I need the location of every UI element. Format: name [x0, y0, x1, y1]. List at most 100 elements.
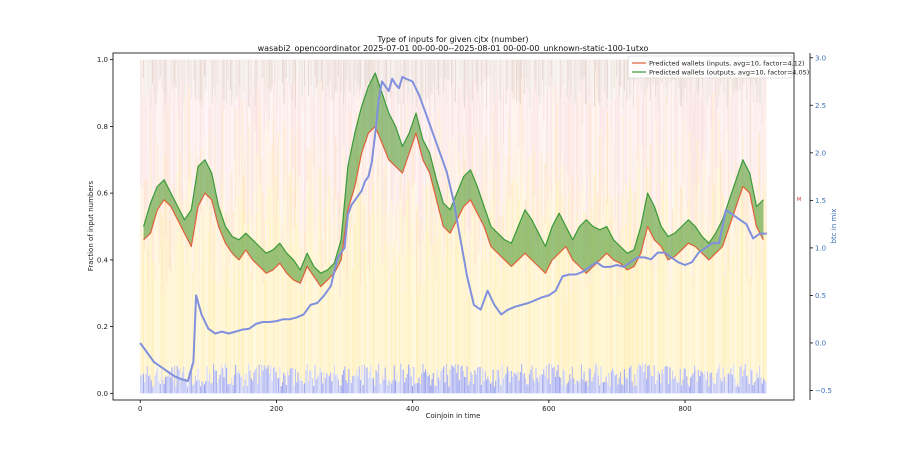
background-band [458, 59, 460, 88]
background-band [276, 201, 278, 378]
background-band [180, 159, 182, 231]
background-band [245, 84, 247, 142]
background-band [608, 123, 610, 194]
background-band [216, 59, 219, 85]
background-band [262, 77, 264, 192]
background-band [369, 277, 371, 372]
background-band [276, 59, 278, 107]
background-band [413, 119, 415, 186]
background-band [723, 376, 726, 394]
background-band [521, 364, 523, 394]
background-band [566, 383, 568, 394]
background-band [400, 59, 402, 89]
background-band [205, 59, 207, 90]
background-band [288, 177, 290, 249]
background-band [540, 59, 542, 98]
background-band [151, 207, 154, 265]
background-band [479, 242, 481, 277]
background-band [219, 104, 221, 209]
background-band [565, 59, 567, 102]
background-band [625, 96, 627, 184]
background-band [627, 258, 629, 371]
background-band [518, 200, 520, 381]
background-band [449, 369, 451, 394]
background-band [211, 382, 213, 394]
background-band [673, 59, 675, 110]
background-band [757, 377, 759, 394]
background-band [489, 76, 492, 161]
background-band [623, 90, 625, 193]
background-band [729, 173, 731, 374]
background-band [642, 363, 644, 394]
background-band [523, 190, 525, 374]
background-band [699, 175, 701, 215]
background-band [447, 59, 449, 81]
background-band [421, 103, 423, 232]
background-band [320, 81, 323, 223]
background-band [349, 209, 351, 379]
background-band [614, 264, 616, 376]
background-band [389, 143, 391, 240]
background-band [421, 373, 423, 394]
background-band [574, 277, 576, 385]
background-band [298, 175, 300, 231]
background-band [539, 122, 541, 186]
background-band [365, 251, 367, 369]
background-band [378, 177, 380, 245]
background-band [357, 189, 359, 377]
background-band [551, 77, 553, 197]
background-band [471, 101, 473, 135]
background-band [759, 59, 761, 105]
background-band [463, 107, 466, 159]
background-band [704, 81, 706, 164]
background-band [463, 376, 466, 394]
background-band [491, 86, 493, 125]
background-band [562, 369, 564, 394]
background-band [322, 90, 324, 240]
background-band [703, 374, 705, 394]
background-band [735, 386, 737, 394]
background-band [432, 59, 434, 86]
background-band [714, 164, 716, 245]
background-band [271, 187, 273, 381]
background-band [294, 137, 297, 210]
background-band [661, 369, 663, 394]
background-band [720, 153, 722, 247]
background-band [183, 59, 185, 106]
background-band [688, 131, 690, 211]
background-band [470, 59, 472, 106]
background-band [141, 98, 143, 175]
background-band [372, 91, 375, 185]
background-band [583, 77, 585, 213]
background-band [341, 107, 343, 150]
background-band [554, 377, 557, 394]
background-band [278, 59, 280, 81]
background-band [760, 209, 762, 281]
background-band [397, 295, 399, 383]
background-band [599, 105, 601, 136]
background-band [710, 224, 713, 373]
background-band [575, 212, 577, 380]
background-band [174, 59, 176, 84]
background-band [467, 296, 469, 386]
background-band [522, 59, 524, 93]
background-band [220, 92, 222, 171]
background-band [665, 87, 667, 96]
background-band [144, 98, 146, 180]
background-band [640, 264, 642, 367]
background-band [418, 245, 420, 282]
background-band [562, 59, 564, 85]
background-band [452, 59, 454, 109]
background-band [675, 198, 677, 380]
background-band [513, 59, 515, 98]
background-band [595, 59, 597, 71]
background-band [297, 125, 299, 188]
background-band [419, 220, 421, 287]
background-band [254, 369, 256, 394]
background-band [146, 366, 148, 394]
background-band [518, 147, 520, 201]
background-band [531, 252, 533, 366]
background-band [317, 208, 319, 377]
background-band [430, 93, 432, 185]
background-band [293, 83, 295, 187]
